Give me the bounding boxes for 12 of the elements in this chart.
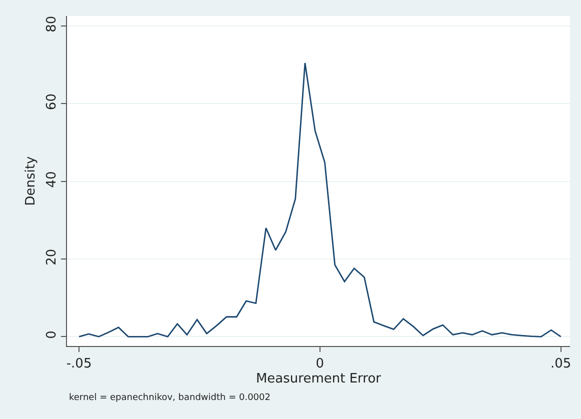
line-series (78, 62, 562, 338)
x-tick-label: 0 (316, 356, 324, 372)
y-tick-label: 60 (44, 94, 60, 110)
y-axis-title: Density (24, 156, 39, 206)
y-tick-label: 20 (44, 248, 60, 266)
text: kernel = epanechnikov, bandwidth = 0.0002 (69, 393, 270, 403)
y-tick-label: 80 (44, 16, 60, 32)
x-tick-label: -.05 (66, 356, 92, 372)
y-tick-label: 40 (44, 171, 60, 188)
y-tick-label: 0 (44, 330, 60, 339)
x-axis-title: Measurement Error (256, 372, 382, 387)
x-tick-label: .05 (550, 356, 572, 372)
